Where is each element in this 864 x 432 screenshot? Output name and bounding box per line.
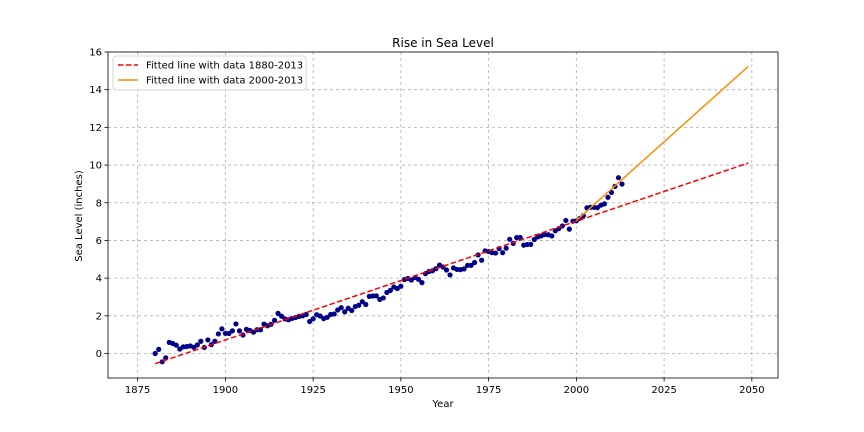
data-point — [507, 236, 513, 242]
data-point — [500, 250, 506, 256]
data-point — [387, 287, 393, 293]
plot-area — [107, 51, 779, 379]
data-point — [419, 280, 425, 286]
y-tick-label: 14 — [89, 85, 102, 96]
y-tick-label: 6 — [96, 236, 102, 247]
legend: Fitted line with data 1880-2013 Fitted l… — [112, 55, 307, 91]
data-point — [619, 181, 625, 187]
y-axis-ticks: 0 2 4 6 8 10 12 14 16 — [89, 48, 108, 360]
data-point — [310, 316, 316, 322]
y-tick-label: 16 — [89, 48, 102, 59]
data-point — [303, 311, 309, 318]
x-tick-label: 1950 — [388, 385, 413, 396]
x-tick-label: 1975 — [476, 385, 501, 396]
y-tick-label: 0 — [96, 349, 102, 360]
data-point — [229, 328, 236, 334]
y-tick-label: 12 — [89, 123, 102, 134]
data-point — [349, 307, 355, 314]
data-point — [468, 262, 474, 268]
x-tick-label: 2000 — [564, 385, 589, 396]
data-point — [493, 250, 499, 256]
data-point — [380, 295, 386, 301]
y-tick-label: 8 — [96, 198, 102, 209]
fitted-lines — [154, 65, 749, 365]
data-point — [528, 241, 534, 247]
data-point — [194, 342, 200, 348]
data-point — [615, 175, 622, 181]
data-point — [461, 266, 467, 272]
data-point — [447, 272, 453, 278]
data-point — [275, 310, 281, 316]
y-tick-label: 10 — [89, 161, 102, 172]
data-point — [479, 257, 485, 263]
data-point — [257, 327, 264, 333]
data-point — [173, 342, 179, 348]
fit-line-1880-2013 — [154, 162, 749, 365]
data-point — [443, 267, 450, 273]
data-point — [359, 299, 365, 305]
data-point — [338, 305, 344, 311]
data-point — [566, 226, 572, 232]
x-axis-ticks: 1875 1900 1925 1950 1975 2000 2025 2050 — [125, 378, 765, 396]
scatter-points — [152, 175, 625, 365]
data-point — [215, 331, 221, 337]
x-tick-label: 1875 — [125, 385, 150, 396]
data-point — [363, 301, 369, 308]
data-point — [342, 309, 348, 315]
data-point — [198, 338, 204, 344]
x-tick-label: 1900 — [213, 385, 238, 396]
data-point — [605, 194, 611, 200]
data-point — [205, 337, 211, 343]
data-point — [559, 223, 565, 229]
fit-line-2000-2013 — [575, 65, 749, 222]
chart-title: Rise in Sea Level — [392, 36, 494, 50]
data-point — [271, 317, 278, 323]
data-point — [236, 328, 243, 334]
y-tick-label: 2 — [96, 311, 102, 322]
legend-label-fit-2000: Fitted line with data 2000-2013 — [146, 76, 303, 87]
data-point — [563, 217, 569, 224]
x-axis-label: Year — [431, 399, 454, 410]
data-point — [471, 259, 478, 266]
y-tick-label: 4 — [96, 274, 102, 285]
data-point — [356, 302, 362, 308]
data-point — [156, 346, 162, 352]
data-point — [503, 245, 509, 251]
data-point — [324, 314, 330, 320]
data-point — [373, 293, 379, 299]
y-axis-label: Sea Level (inches) — [74, 170, 85, 262]
x-tick-label: 2025 — [651, 385, 676, 396]
data-point — [278, 313, 285, 319]
data-point — [233, 321, 239, 327]
data-point — [517, 234, 523, 241]
data-point — [415, 276, 422, 282]
x-tick-label: 1925 — [300, 385, 325, 396]
data-point — [549, 233, 555, 239]
data-point — [331, 311, 337, 317]
data-point — [398, 283, 404, 289]
data-point — [601, 201, 608, 207]
legend-label-fit-1880: Fitted line with data 1880-2013 — [146, 61, 303, 72]
legend-box — [112, 55, 307, 91]
data-point — [152, 350, 158, 357]
x-tick-label: 2050 — [739, 385, 764, 396]
data-point — [219, 326, 225, 332]
